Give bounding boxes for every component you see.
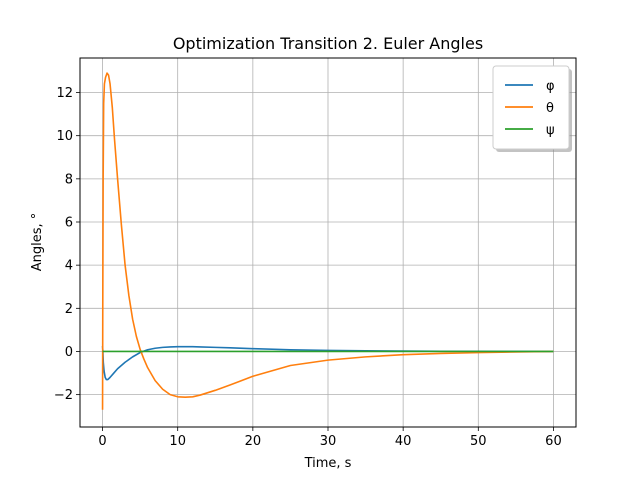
legend-label: θ bbox=[546, 101, 554, 116]
x-axis-label: Time, s bbox=[304, 456, 352, 471]
x-tick-label: 40 bbox=[395, 434, 412, 449]
y-axis-ticks: −2 0 2 4 6 8 10 12 bbox=[54, 86, 80, 403]
y-tick-label: 12 bbox=[56, 86, 73, 101]
series-layer bbox=[101, 72, 554, 410]
y-axis-label: Angles, ° bbox=[30, 213, 45, 272]
x-axis-ticks: 0 10 20 30 40 50 60 bbox=[98, 427, 562, 449]
x-tick-label: 60 bbox=[545, 434, 562, 449]
legend-label: φ bbox=[546, 79, 555, 94]
series-line-2 bbox=[101, 72, 554, 410]
x-tick-label: 50 bbox=[470, 434, 487, 449]
x-tick-label: 10 bbox=[169, 434, 186, 449]
x-tick-label: 20 bbox=[245, 434, 262, 449]
legend-label: ψ bbox=[546, 123, 555, 138]
y-tick-label: −2 bbox=[54, 388, 73, 403]
y-tick-label: 6 bbox=[65, 216, 73, 231]
chart-title: Optimization Transition 2. Euler Angles bbox=[173, 34, 483, 53]
y-tick-label: 2 bbox=[65, 302, 73, 317]
legend: φθψ bbox=[492, 65, 572, 152]
y-tick-label: 8 bbox=[65, 172, 73, 187]
y-tick-label: 0 bbox=[65, 345, 73, 360]
y-tick-label: 10 bbox=[56, 129, 73, 144]
x-tick-label: 0 bbox=[98, 434, 106, 449]
y-tick-label: 4 bbox=[65, 259, 73, 274]
x-tick-label: 30 bbox=[320, 434, 337, 449]
